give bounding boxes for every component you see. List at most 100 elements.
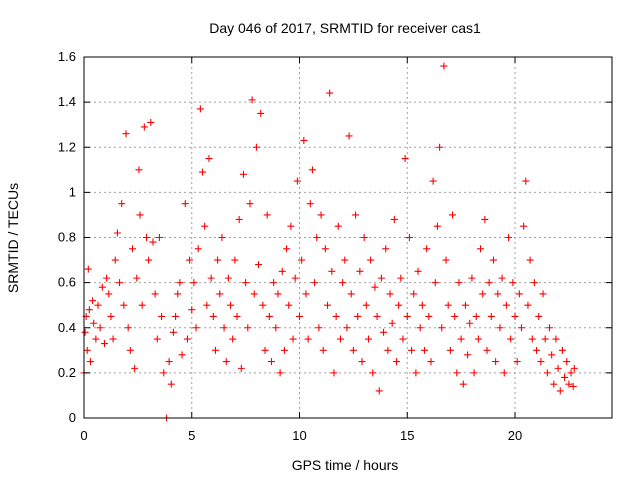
data-point: [429, 177, 437, 185]
data-point: [81, 328, 89, 336]
data-point: [92, 335, 100, 343]
data-point: [287, 222, 295, 230]
data-point: [535, 312, 543, 320]
data-point: [136, 211, 144, 219]
data-point: [442, 256, 450, 264]
data-point: [248, 96, 256, 104]
data-point: [570, 364, 578, 372]
data-point: [211, 346, 219, 354]
data-point: [285, 301, 293, 309]
data-point: [362, 301, 370, 309]
data-point: [205, 155, 213, 163]
data-point: [517, 324, 525, 332]
data-point: [380, 328, 388, 336]
data-point: [235, 215, 243, 223]
x-axis-label: GPS time / hours: [292, 457, 399, 473]
data-point: [283, 245, 291, 253]
data-point: [345, 132, 353, 140]
data-point: [423, 245, 431, 253]
data-point: [332, 312, 340, 320]
data-point: [172, 312, 180, 320]
data-point: [401, 155, 409, 163]
data-point: [371, 283, 379, 291]
data-point: [324, 301, 332, 309]
data-point: [502, 301, 510, 309]
data-point: [328, 267, 336, 275]
data-point: [569, 382, 577, 390]
data-points: [80, 62, 578, 422]
data-point: [237, 364, 245, 372]
data-point: [390, 215, 398, 223]
data-point: [274, 290, 282, 298]
data-point: [218, 234, 226, 241]
data-point: [233, 312, 241, 320]
y-tick-label: 0: [69, 410, 76, 425]
data-point: [496, 324, 504, 332]
data-point: [498, 274, 506, 282]
chart-title: Day 046 of 2017, SRMTID for receiver cas…: [209, 20, 481, 36]
data-point: [373, 312, 381, 320]
data-point: [543, 369, 551, 377]
data-point: [300, 136, 308, 144]
data-point: [511, 312, 519, 320]
data-point: [188, 306, 196, 314]
data-point: [224, 274, 232, 282]
data-point: [199, 168, 207, 176]
data-point: [259, 301, 267, 309]
data-point: [216, 290, 224, 298]
data-point: [561, 373, 569, 381]
data-point: [354, 312, 362, 320]
data-point: [446, 346, 454, 354]
data-point: [214, 256, 222, 264]
data-point: [485, 279, 493, 287]
y-tick-label: 1: [69, 184, 76, 199]
data-point: [414, 267, 422, 275]
data-point: [317, 211, 325, 219]
data-point: [90, 319, 98, 327]
data-point: [113, 229, 121, 237]
data-point: [334, 222, 342, 230]
data-point: [377, 274, 385, 282]
data-point: [548, 351, 556, 359]
data-point: [397, 274, 405, 282]
data-point: [513, 358, 521, 366]
data-point: [109, 335, 117, 343]
data-point: [336, 335, 344, 343]
data-point: [382, 245, 390, 253]
data-point: [289, 335, 297, 343]
x-tick-label: 5: [188, 428, 195, 443]
x-tick-label: 15: [400, 428, 414, 443]
data-point: [209, 312, 217, 320]
data-point: [158, 312, 166, 320]
data-point: [550, 380, 558, 388]
data-point: [183, 335, 191, 343]
data-point: [522, 177, 530, 185]
data-point: [122, 130, 130, 138]
data-point: [178, 351, 186, 359]
data-point: [481, 215, 489, 223]
data-point: [392, 358, 400, 366]
data-point: [474, 335, 482, 343]
data-point: [567, 369, 575, 377]
data-point: [541, 335, 549, 343]
y-tick-label: 1.6: [58, 49, 76, 64]
data-point: [100, 340, 108, 348]
data-point: [229, 335, 237, 343]
data-point: [296, 312, 304, 320]
data-point: [267, 358, 275, 366]
data-point: [293, 177, 301, 185]
data-point: [507, 335, 515, 343]
y-tick-label: 0.8: [58, 230, 76, 245]
data-point: [153, 335, 161, 343]
data-point: [500, 369, 508, 377]
data-point: [369, 369, 377, 377]
data-point: [386, 290, 394, 298]
data-point: [436, 143, 444, 151]
data-point: [84, 265, 92, 273]
data-point: [326, 89, 334, 97]
data-point: [246, 200, 254, 208]
data-point: [196, 105, 204, 113]
data-point: [133, 274, 141, 282]
data-point: [492, 358, 500, 366]
